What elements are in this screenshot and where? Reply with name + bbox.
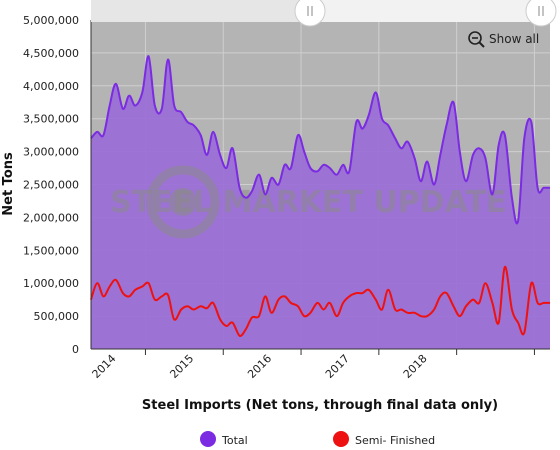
x-tick-label: 2018	[401, 352, 430, 381]
y-tick-label: 2,500,000	[23, 179, 79, 192]
x-tick-label: 2014	[90, 352, 119, 381]
y-tick-label: 1,000,000	[23, 277, 79, 290]
zoom-out-icon	[468, 31, 485, 48]
x-tick-label: 2016	[245, 352, 274, 381]
legend-marker-total	[200, 431, 216, 447]
show-all-button[interactable]: Show all	[468, 31, 539, 48]
y-tick-label: 4,500,000	[23, 47, 79, 60]
range-handle-right[interactable]	[525, 0, 557, 27]
series-total-area	[91, 56, 550, 350]
range-navigator-selection[interactable]	[310, 0, 540, 22]
y-tick-label: 1,500,000	[23, 244, 79, 257]
y-tick-label: 3,000,000	[23, 146, 79, 159]
watermark-text: STEEL MARKET UPDATE	[110, 185, 507, 220]
x-axis-title: Steel Imports (Net tons, through final d…	[142, 398, 498, 413]
y-tick-label: 2,000,000	[23, 211, 79, 224]
x-tick-label: 2015	[167, 352, 196, 381]
series-semi-finished-line	[90, 265, 550, 337]
watermark-logo	[146, 165, 220, 239]
series-total-line	[90, 55, 550, 225]
legend-label-semi-finished: Semi- Finished	[355, 434, 435, 447]
y-axis-ticks: 0 500,000 1,000,000 1,500,000 2,000,000 2,500…	[23, 14, 79, 356]
legend-label-total: Total	[221, 434, 248, 447]
legend-item-semi-finished[interactable]: Semi- Finished	[333, 431, 435, 447]
y-tick-label: 500,000	[34, 310, 80, 323]
y-tick-label: 5,000,000	[23, 14, 79, 27]
range-handle-left[interactable]	[294, 0, 326, 27]
legend-marker-semi-finished	[333, 431, 349, 447]
y-tick-label: 4,000,000	[23, 80, 79, 93]
x-tick-label: 2017	[323, 352, 352, 381]
y-tick-label: 3,500,000	[23, 113, 79, 126]
y-tick-label: 0	[72, 343, 79, 356]
y-axis-title: Net Tons	[1, 152, 16, 216]
legend: Total Semi- Finished	[200, 431, 435, 447]
legend-item-total[interactable]: Total	[200, 431, 248, 447]
show-all-label: Show all	[489, 32, 539, 46]
x-axis-ticks: 2014 2015 2016 2017 2018	[90, 349, 535, 381]
